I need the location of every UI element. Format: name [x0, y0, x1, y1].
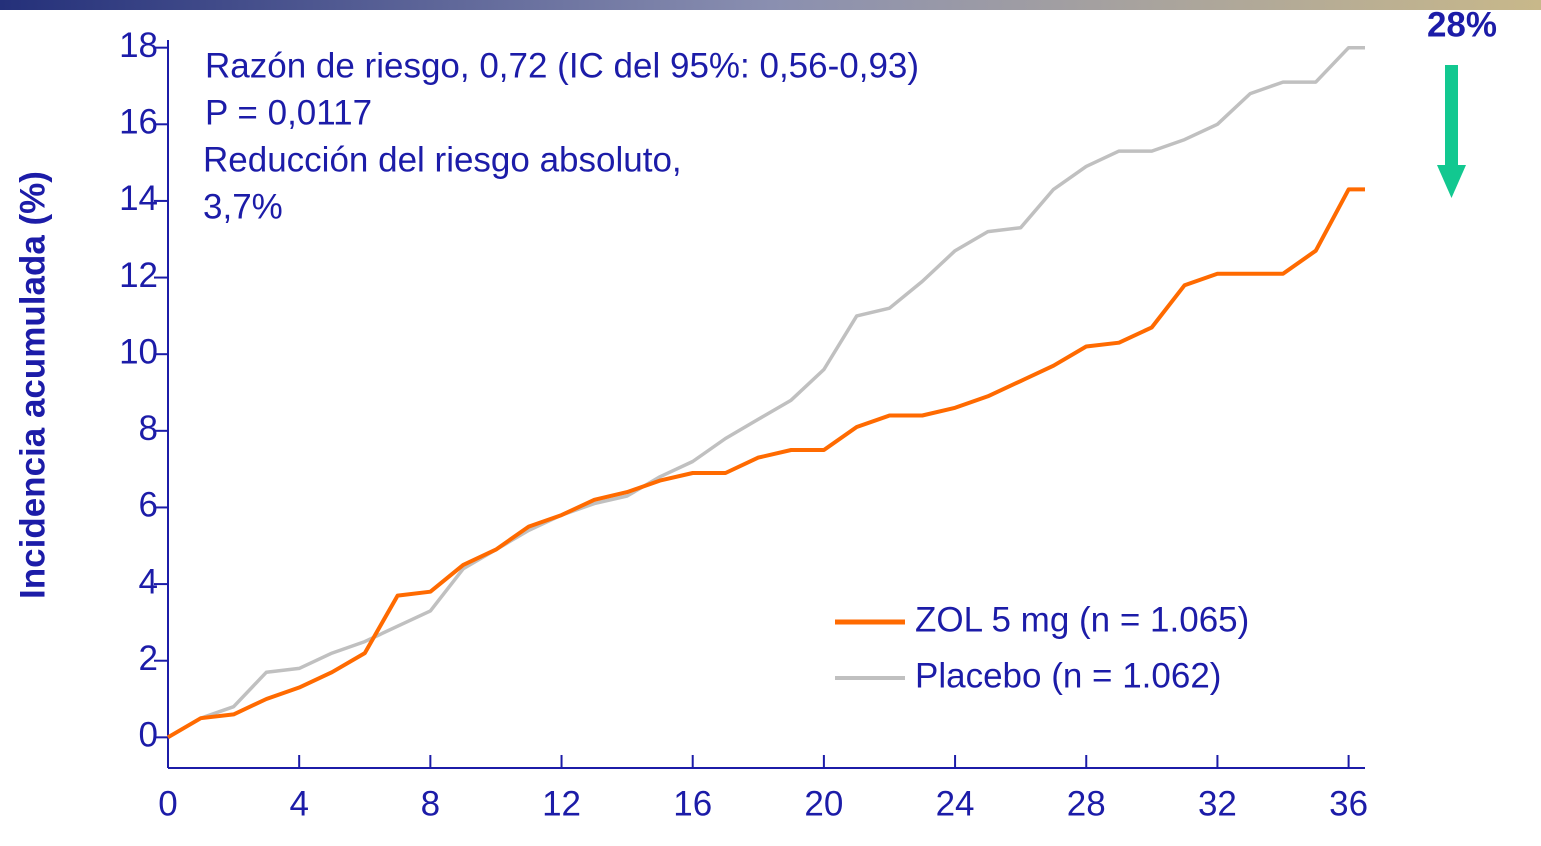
x-tick-label: 32: [1198, 784, 1237, 823]
y-tick-label: 8: [139, 409, 158, 448]
y-tick-label: 0: [139, 716, 158, 755]
x-tick-label: 8: [421, 784, 440, 823]
y-axis-label: Incidencia acumulada (%): [13, 171, 52, 599]
annotation: Razón de riesgo, 0,72 (IC del 95%: 0,56-…: [205, 46, 919, 85]
x-tick-label: 24: [936, 784, 975, 823]
legend-label: Placebo (n = 1.062): [915, 656, 1221, 695]
y-tick-label: 10: [119, 332, 158, 371]
y-tick-label: 18: [119, 26, 158, 65]
annotation: P = 0,0117: [205, 93, 372, 132]
y-tick-label: 16: [119, 103, 158, 142]
data-line: [167, 45, 1365, 739]
top-bar: [0, 0, 1541, 10]
annotation: Reducción del riesgo absoluto,: [203, 140, 682, 179]
data-line: [166, 187, 1365, 740]
x-tick-label: 16: [673, 784, 712, 823]
x-tick-label: 0: [158, 784, 177, 823]
x-tick-label: 12: [542, 784, 581, 823]
arrow-shaft: [1445, 65, 1458, 170]
x-tick-label: 20: [804, 784, 843, 823]
x-tick-label: 36: [1329, 784, 1368, 823]
arrow-head: [1437, 165, 1466, 198]
annotation: 3,7%: [203, 187, 283, 226]
x-tick-label: 28: [1067, 784, 1106, 823]
y-tick-label: 4: [139, 562, 158, 601]
x-tick-label: 4: [289, 784, 308, 823]
y-tick-label: 6: [139, 486, 158, 525]
annotation: 28%: [1427, 5, 1497, 44]
y-tick-label: 2: [139, 639, 158, 678]
y-tick-label: 12: [119, 256, 158, 295]
y-tick-label: 14: [119, 179, 158, 218]
legend-label: ZOL 5 mg (n = 1.065): [915, 600, 1249, 639]
